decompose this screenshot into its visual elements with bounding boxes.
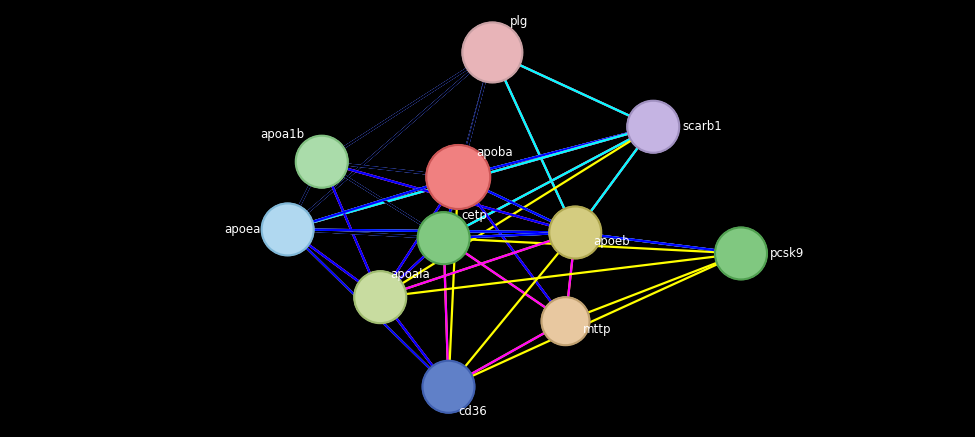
Text: cetp: cetp <box>461 209 488 222</box>
Text: apoba: apoba <box>476 146 513 159</box>
Ellipse shape <box>627 101 680 153</box>
Ellipse shape <box>295 136 348 187</box>
Text: plg: plg <box>510 15 528 28</box>
Text: cd36: cd36 <box>458 405 487 418</box>
Text: apoeb: apoeb <box>593 235 630 248</box>
Ellipse shape <box>354 271 407 323</box>
Ellipse shape <box>549 207 602 258</box>
Ellipse shape <box>462 22 523 83</box>
Ellipse shape <box>715 228 767 279</box>
Text: mttp: mttp <box>583 323 611 336</box>
Ellipse shape <box>541 297 590 345</box>
Ellipse shape <box>426 145 490 209</box>
Ellipse shape <box>261 204 314 255</box>
Text: apoala: apoala <box>390 268 430 281</box>
Text: pcsk9: pcsk9 <box>770 247 804 260</box>
Text: scarb1: scarb1 <box>682 120 722 133</box>
Text: apoa1b: apoa1b <box>260 128 304 141</box>
Ellipse shape <box>417 212 470 264</box>
Ellipse shape <box>422 361 475 413</box>
Text: apoea: apoea <box>224 223 260 236</box>
